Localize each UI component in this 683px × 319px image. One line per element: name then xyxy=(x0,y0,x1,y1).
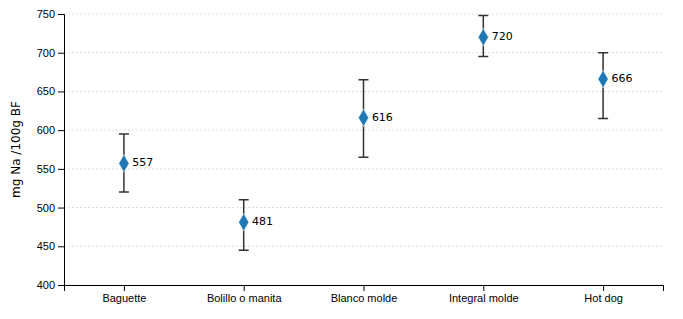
y-tick: 400 xyxy=(37,279,64,291)
data-labels: 557 481 616 720 666 xyxy=(132,30,632,228)
x-tick-mark xyxy=(603,285,604,291)
y-tick-mark xyxy=(58,53,64,54)
y-tick-label: 450 xyxy=(37,240,55,252)
marks xyxy=(119,16,608,251)
y-tick-mark xyxy=(58,246,64,247)
x-axis-line xyxy=(65,286,664,292)
x-tick-mark xyxy=(124,285,125,291)
y-tick-label: 400 xyxy=(37,279,55,291)
y-tick-label: 600 xyxy=(37,124,55,136)
x-tick-label: Integral molde xyxy=(449,292,519,304)
x-tick: Bolillo o manita xyxy=(207,285,282,304)
chart: 400 450 500 550 600 650 700 750 Baguette Bolillo … xyxy=(0,0,683,319)
grid xyxy=(64,14,663,285)
y-tick-mark xyxy=(58,285,64,286)
x-tick: Blanco molde xyxy=(331,285,398,304)
point xyxy=(239,213,249,231)
y-tick: 600 xyxy=(37,124,64,136)
y-tick-mark xyxy=(58,14,64,15)
y-axis: 400 450 500 550 600 650 700 750 xyxy=(37,8,65,291)
point xyxy=(358,109,368,127)
grid-line xyxy=(64,168,663,169)
data-label: 666 xyxy=(611,72,632,85)
y-tick-label: 550 xyxy=(37,163,55,175)
x-tick: Integral molde xyxy=(449,285,519,304)
x-axis: Baguette Bolillo o manita Blanco molde Inte… xyxy=(65,285,664,304)
y-axis-title: mg Na /100g BF xyxy=(9,101,23,198)
y-tick: 650 xyxy=(37,85,64,97)
data-label: 557 xyxy=(132,156,153,169)
plot-area: 400 450 500 550 600 650 700 750 Baguette Bolillo … xyxy=(37,8,664,304)
y-tick: 750 xyxy=(37,8,64,20)
y-tick-label: 750 xyxy=(37,8,55,20)
y-tick-label: 500 xyxy=(37,202,55,214)
x-tick: Hot dog xyxy=(584,285,623,304)
y-tick-mark xyxy=(58,169,64,170)
data-label: 481 xyxy=(252,215,273,228)
grid-line xyxy=(64,14,663,15)
point xyxy=(598,70,608,88)
data-label: 720 xyxy=(492,30,513,43)
grid-line xyxy=(64,246,663,247)
y-tick-mark xyxy=(58,208,64,209)
y-axis-line xyxy=(58,15,65,286)
x-tick-mark xyxy=(483,285,484,291)
data-label: 616 xyxy=(372,111,393,124)
x-tick-mark xyxy=(364,285,365,291)
grid-line xyxy=(64,52,663,53)
grid-line xyxy=(64,207,663,208)
y-tick-mark xyxy=(58,91,64,92)
y-tick: 700 xyxy=(37,47,64,59)
x-tick-label: Bolillo o manita xyxy=(207,292,282,304)
y-tick-label: 700 xyxy=(37,47,55,59)
x-tick-label: Blanco molde xyxy=(331,292,398,304)
y-tick: 500 xyxy=(37,202,64,214)
point xyxy=(119,155,129,173)
y-tick-label: 650 xyxy=(37,85,55,97)
x-tick-label: Baguette xyxy=(102,292,146,304)
y-tick: 450 xyxy=(37,240,64,252)
point xyxy=(478,28,488,46)
x-tick-mark xyxy=(244,285,245,291)
y-tick: 550 xyxy=(37,163,64,175)
y-tick-mark xyxy=(58,130,64,131)
x-tick-label: Hot dog xyxy=(584,292,623,304)
x-tick: Baguette xyxy=(102,285,146,304)
